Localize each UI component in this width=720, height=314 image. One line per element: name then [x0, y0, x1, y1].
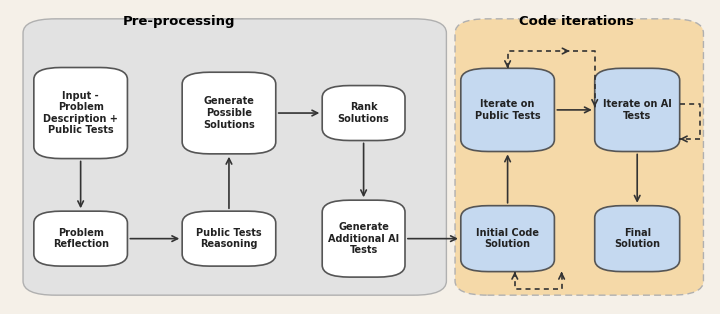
Text: Generate
Additional AI
Tests: Generate Additional AI Tests	[328, 222, 399, 255]
Text: Final
Solution: Final Solution	[614, 228, 660, 249]
Text: Generate
Possible
Solutions: Generate Possible Solutions	[203, 96, 255, 130]
FancyBboxPatch shape	[34, 211, 127, 266]
FancyBboxPatch shape	[323, 85, 405, 141]
Text: Iterate on
Public Tests: Iterate on Public Tests	[474, 99, 541, 121]
Text: Public Tests
Reasoning: Public Tests Reasoning	[196, 228, 262, 249]
FancyBboxPatch shape	[461, 206, 554, 272]
FancyBboxPatch shape	[182, 211, 276, 266]
FancyBboxPatch shape	[34, 68, 127, 159]
Text: Pre-processing: Pre-processing	[122, 15, 235, 29]
FancyBboxPatch shape	[23, 19, 446, 295]
FancyBboxPatch shape	[461, 68, 554, 151]
Text: Rank
Solutions: Rank Solutions	[338, 102, 390, 124]
FancyBboxPatch shape	[595, 206, 680, 272]
Text: Initial Code
Solution: Initial Code Solution	[476, 228, 539, 249]
FancyBboxPatch shape	[455, 19, 703, 295]
Text: Iterate on AI
Tests: Iterate on AI Tests	[603, 99, 672, 121]
FancyBboxPatch shape	[182, 72, 276, 154]
Text: Problem
Reflection: Problem Reflection	[53, 228, 109, 249]
Text: Input -
Problem
Description +
Public Tests: Input - Problem Description + Public Tes…	[43, 91, 118, 135]
FancyBboxPatch shape	[595, 68, 680, 151]
Text: Code iterations: Code iterations	[518, 15, 634, 29]
FancyBboxPatch shape	[323, 200, 405, 277]
